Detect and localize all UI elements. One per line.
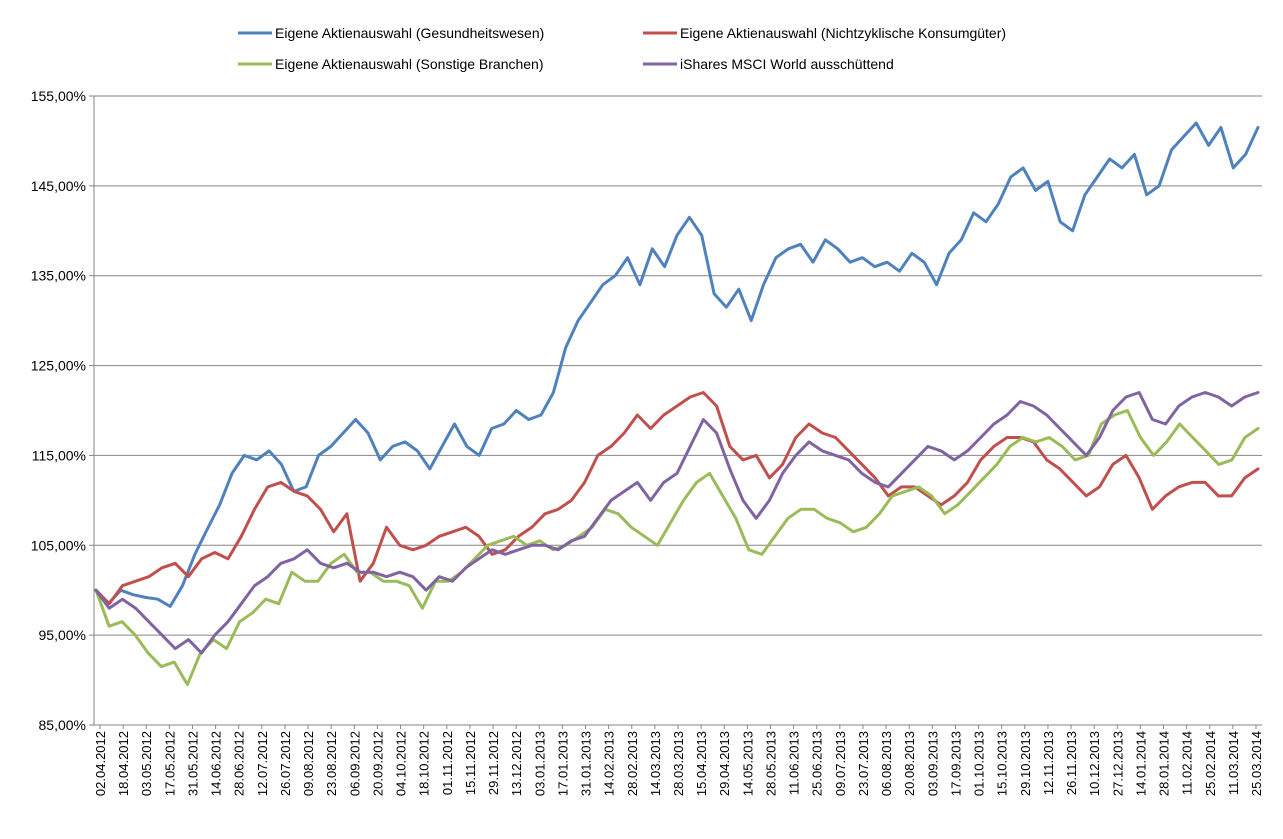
x-tick-label: 11.02.2014	[1180, 731, 1195, 795]
x-tick-label: 03.01.2013	[532, 731, 547, 796]
x-tick-label: 10.12.2013	[1087, 731, 1102, 796]
legend-label: Eigene Aktienauswahl (Nichtzyklische Kon…	[680, 25, 1006, 41]
legend-item: Eigene Aktienauswahl (Nichtzyklische Kon…	[643, 25, 1006, 41]
x-tick-label: 04.10.2012	[394, 731, 409, 796]
x-tick-label: 17.09.2013	[948, 731, 963, 796]
x-tick-label: 15.04.2013	[694, 731, 709, 796]
x-tick-label: 01.10.2013	[972, 731, 987, 796]
y-tick-label: 135,00%	[31, 268, 86, 284]
x-tick-label: 23.08.2012	[324, 731, 339, 796]
x-tick-label: 23.07.2013	[856, 731, 871, 796]
series-lines	[96, 123, 1258, 685]
x-tick-label: 17.01.2013	[555, 731, 570, 796]
x-tick-label: 14.01.2014	[1133, 731, 1148, 796]
x-tick-label: 11.06.2013	[787, 731, 802, 795]
x-tick-label: 15.11.2012	[463, 731, 478, 795]
x-tick-label: 18.04.2012	[116, 731, 131, 796]
legend-item: Eigene Aktienauswahl (Gesundheitswesen)	[238, 25, 544, 41]
legend: Eigene Aktienauswahl (Gesundheitswesen) E…	[238, 25, 1006, 72]
y-tick-label: 155,00%	[31, 88, 86, 104]
x-tick-label: 02.04.2012	[93, 731, 108, 796]
x-tick-label: 28.05.2013	[763, 731, 778, 796]
x-axis-tick-labels: 02.04.2012 18.04.2012 03.05.2012 17.05.2012…	[93, 731, 1264, 796]
legend-label: Eigene Aktienauswahl (Gesundheitswesen)	[275, 25, 544, 41]
x-tick-label: 14.03.2013	[648, 731, 663, 796]
x-tick-label: 31.01.2013	[579, 731, 594, 796]
x-tick-label: 03.05.2012	[139, 731, 154, 796]
x-tick-label: 13.12.2012	[509, 731, 524, 796]
x-tick-label: 31.05.2012	[185, 731, 200, 796]
x-tick-label: 17.05.2012	[162, 731, 177, 796]
series-line	[96, 123, 1258, 606]
x-tick-label: 25.03.2014	[1249, 731, 1264, 796]
x-tick-label: 06.09.2012	[347, 731, 362, 796]
x-tick-label: 06.08.2013	[879, 731, 894, 796]
x-tick-label: 25.02.2014	[1203, 731, 1218, 796]
y-tick-label: 125,00%	[31, 358, 86, 374]
x-tick-label: 18.10.2012	[417, 731, 432, 796]
y-tick-label: 95,00%	[39, 627, 86, 643]
x-tick-label: 14.06.2012	[209, 731, 224, 796]
x-tick-label: 12.07.2012	[255, 731, 270, 796]
x-tick-label: 15.10.2013	[995, 731, 1010, 796]
y-tick-label: 145,00%	[31, 178, 86, 194]
series-line	[96, 393, 1258, 654]
x-tick-label: 20.08.2013	[902, 731, 917, 796]
series-group	[96, 392, 1258, 653]
y-tick-label: 85,00%	[39, 717, 86, 733]
x-tick-label: 12.11.2013	[1041, 731, 1056, 795]
x-tick-label: 28.06.2012	[232, 731, 247, 796]
x-tick-label: 20.09.2012	[370, 731, 385, 796]
legend-item: iShares MSCI World ausschüttend	[643, 56, 894, 72]
x-tick-label: 03.09.2013	[925, 731, 940, 796]
legend-label: Eigene Aktienauswahl (Sonstige Branchen)	[275, 56, 544, 72]
legend-label: iShares MSCI World ausschüttend	[680, 56, 894, 72]
x-tick-label: 25.06.2013	[810, 731, 825, 796]
x-tick-label: 14.05.2013	[740, 731, 755, 796]
y-tick-label: 115,00%	[32, 447, 86, 463]
y-axis-tick-labels: 85,00% 95,00% 105,00% 115,00% 125,00% 135,00%…	[31, 88, 86, 733]
y-tick-label: 105,00%	[31, 537, 86, 553]
x-tick-label: 14.02.2013	[602, 731, 617, 796]
x-tick-label: 26.11.2013	[1064, 731, 1079, 795]
legend-item: Eigene Aktienauswahl (Sonstige Branchen)	[238, 56, 544, 72]
x-tick-label: 28.02.2013	[625, 731, 640, 796]
x-tick-label: 29.10.2013	[1018, 731, 1033, 796]
series-group	[96, 123, 1258, 606]
x-tick-label: 27.12.2013	[1110, 731, 1125, 796]
x-tick-label: 11.03.2014	[1226, 731, 1241, 795]
x-tick-label: 29.04.2013	[717, 731, 732, 796]
x-tick-label: 28.01.2014	[1157, 731, 1172, 796]
x-tick-label: 09.07.2013	[833, 731, 848, 796]
x-tick-label: 01.11.2012	[440, 731, 455, 795]
x-tick-label: 26.07.2012	[278, 731, 293, 796]
x-tick-label: 29.11.2012	[486, 731, 501, 795]
x-tick-label: 09.08.2012	[301, 731, 316, 796]
x-tick-label: 28.03.2013	[671, 731, 686, 796]
